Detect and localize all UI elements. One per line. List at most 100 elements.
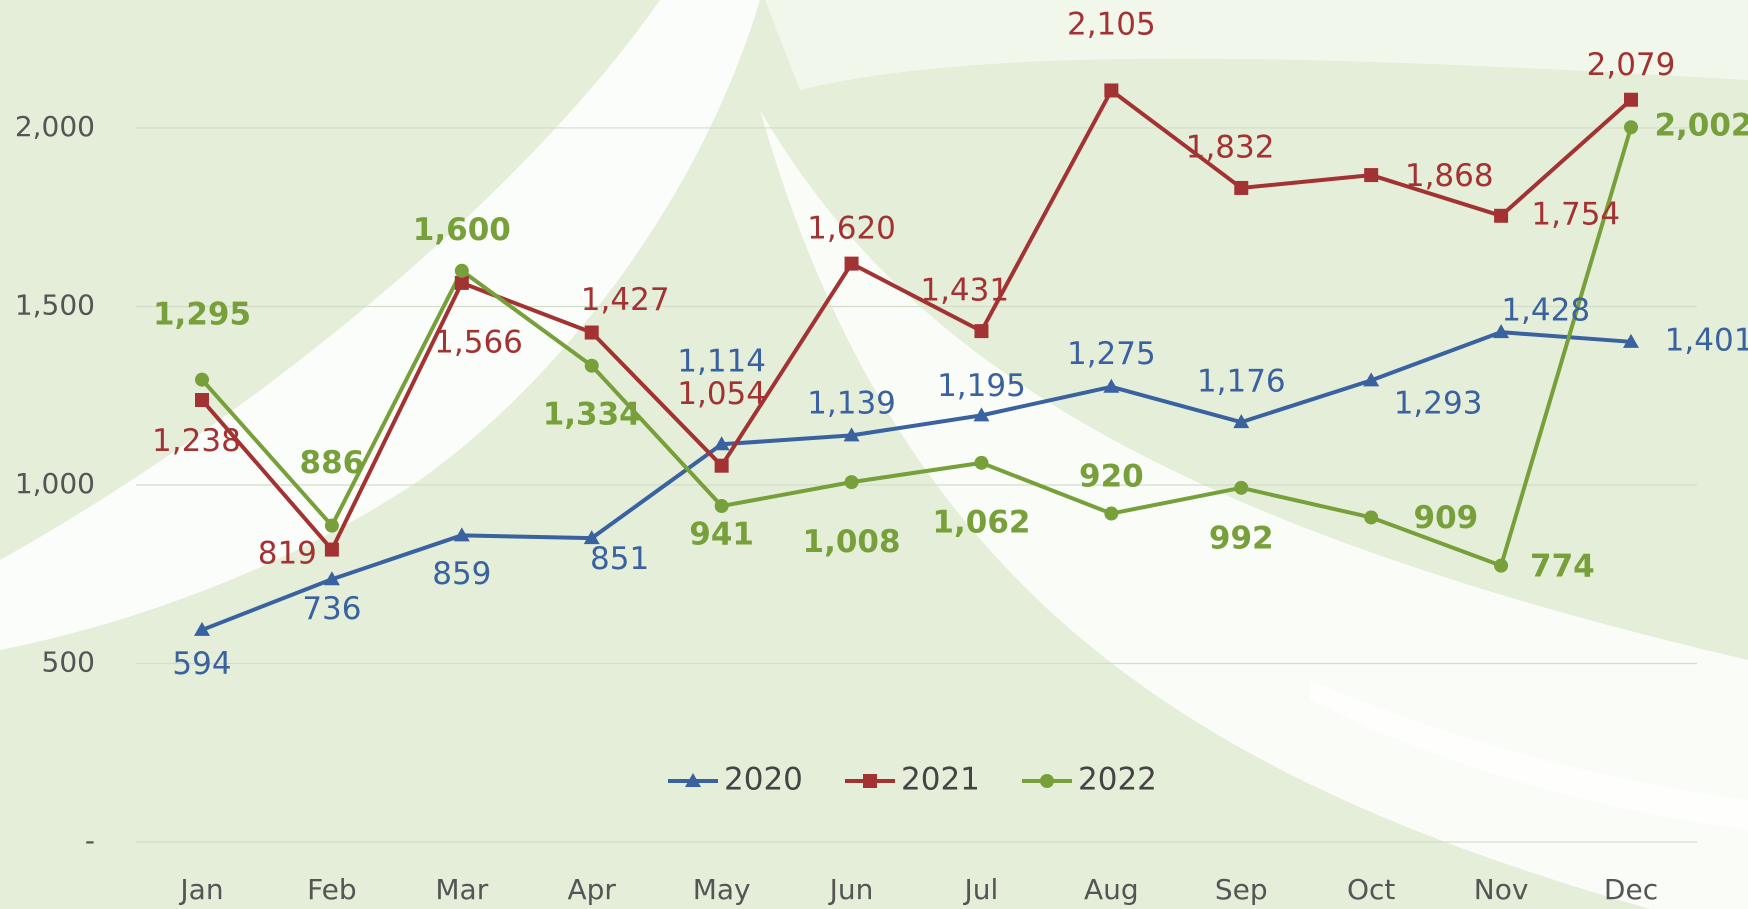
marker [324,542,339,557]
data-label: 594 [172,646,231,682]
series-line [201,330,1632,632]
data-label: 1,620 [807,211,896,247]
marker [844,256,859,271]
data-label: 992 [1209,521,1274,557]
marker [194,621,210,636]
data-label: 1,600 [413,212,511,248]
marker [454,275,469,290]
legend-marker [1040,774,1054,788]
marker [974,324,989,339]
marker [1624,120,1638,135]
data-label: 1,054 [677,376,766,412]
series-line [200,88,1633,552]
marker [973,407,990,422]
marker [1104,506,1119,521]
marker [714,458,729,473]
marker [1624,92,1638,107]
x-tick-label: Jul [963,873,999,906]
marker [974,455,989,470]
data-label: 920 [1079,458,1144,494]
y-tick-label: 1,500 [15,288,95,321]
marker [1233,414,1250,429]
data-label: 819 [258,536,317,572]
data-label: 2,105 [1067,6,1156,42]
marker [1103,378,1120,393]
marker [323,571,340,586]
data-label: 1,238 [152,423,241,459]
background-swoosh [0,0,760,650]
data-label: 1,832 [1186,129,1275,165]
legend-label: 2022 [1078,762,1157,798]
x-tick-label: Oct [1347,873,1395,906]
data-label: 736 [302,591,361,627]
data-label: 1,275 [1067,336,1156,372]
data-label: 859 [432,556,491,592]
marker [1494,208,1509,223]
data-label: 2,079 [1587,47,1676,83]
data-label: 1,868 [1405,158,1494,194]
background-swoosh [760,110,1748,909]
data-label: 1,008 [803,524,901,560]
marker [195,393,209,408]
marker [1234,480,1249,495]
data-label: 1,334 [543,396,641,432]
marker [714,499,729,514]
x-tick-label: Aug [1084,873,1139,906]
marker [583,530,600,545]
marker [1493,324,1510,339]
marker [454,263,469,278]
data-label: 1,401 [1665,322,1748,358]
marker [1364,510,1379,525]
y-tick-label: 2,000 [15,110,95,143]
x-tick-label: Feb [307,873,357,906]
marker [1364,168,1379,183]
data-label: 886 [300,445,365,481]
data-label: 1,062 [932,505,1030,541]
legend-label: 2021 [901,762,980,798]
marker [453,527,470,542]
background-swoosh [1310,680,1748,830]
data-label: 1,195 [937,368,1026,404]
x-tick-label: Mar [435,873,488,906]
y-tick-label: 1,000 [15,467,95,500]
data-label: 941 [689,517,754,553]
x-tick-label: Apr [568,873,617,906]
marker [584,358,599,373]
series-line [200,126,1633,568]
marker [844,475,859,490]
marker [843,427,860,442]
data-label: 1,428 [1501,293,1590,329]
marker [195,372,209,387]
data-label: 774 [1530,548,1595,584]
x-tick-label: Jun [828,873,874,906]
y-tick-label: 500 [42,645,95,678]
data-label: 1,293 [1394,385,1483,421]
marker [1104,83,1119,98]
marker [1363,372,1380,387]
legend-marker [863,774,877,788]
y-tick-label: - [85,824,95,857]
marker [1234,180,1249,195]
data-label: 1,176 [1197,364,1286,400]
data-label: 909 [1414,500,1479,536]
marker [1623,333,1639,348]
background-swoosh [765,0,1748,90]
data-label: 1,566 [434,325,523,361]
marker [713,436,730,451]
x-tick-label: May [693,873,751,906]
marker [324,518,339,533]
x-tick-label: Jan [178,873,223,906]
data-label: 851 [590,541,649,577]
x-tick-label: Sep [1215,873,1268,906]
data-label: 1,431 [920,273,1009,309]
data-label: 1,754 [1531,196,1620,232]
data-label: 1,295 [153,297,251,333]
x-tick-label: Dec [1604,873,1658,906]
data-label: 1,139 [807,386,896,422]
marker [584,325,599,340]
legend-label: 2020 [724,762,803,798]
legend-marker [685,773,701,787]
data-label: 1,427 [581,282,670,318]
